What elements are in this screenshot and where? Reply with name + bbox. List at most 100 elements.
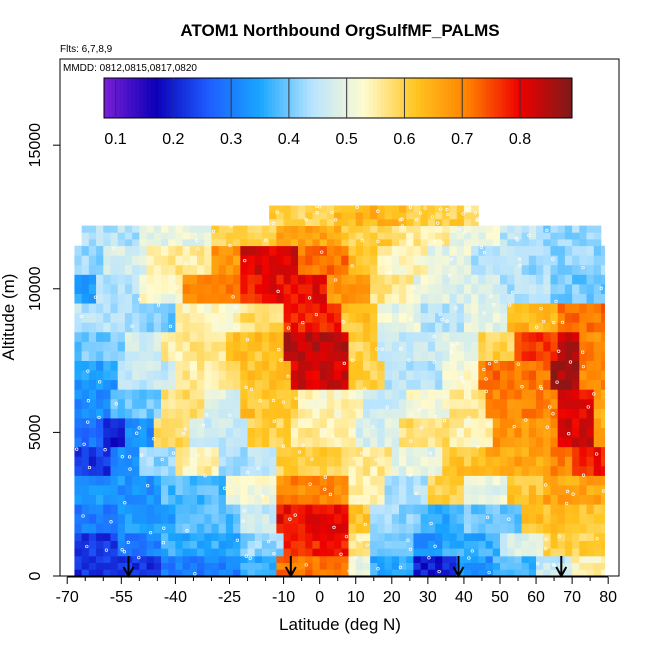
heatmap-cell — [182, 232, 191, 240]
heatmap-cell — [269, 283, 277, 294]
heatmap-cell — [276, 331, 284, 342]
heatmap-cell — [348, 205, 357, 213]
heatmap-cell — [593, 494, 602, 505]
colorbar-swatch — [139, 78, 144, 118]
heatmap-cell — [579, 322, 587, 333]
heatmap-cell — [348, 274, 357, 285]
sample-point — [565, 489, 570, 494]
heatmap-cell — [370, 245, 378, 256]
heatmap-cell — [146, 408, 155, 419]
heatmap-cell — [312, 494, 321, 505]
heatmap-cell — [283, 446, 292, 457]
heatmap-cell — [463, 225, 472, 233]
heatmap-cell — [456, 212, 465, 220]
heatmap-cell — [261, 360, 270, 371]
sample-point — [388, 270, 392, 275]
heatmap-cell — [370, 293, 378, 304]
heatmap-cell — [204, 370, 212, 381]
heatmap-cell — [103, 475, 111, 486]
heatmap-cell — [463, 446, 472, 457]
heatmap-cell — [269, 370, 277, 381]
heatmap-cell — [110, 274, 119, 285]
sample-point — [557, 349, 561, 353]
heatmap-cell — [240, 360, 248, 371]
heatmap-cell — [225, 274, 234, 285]
heatmap-cell — [586, 540, 595, 549]
heatmap-cell — [362, 427, 371, 438]
heatmap-cell — [420, 523, 429, 534]
sample-point — [275, 210, 279, 214]
heatmap-cell — [449, 312, 458, 323]
heatmap-cell — [81, 238, 90, 247]
heatmap-cell — [391, 212, 400, 220]
heatmap-cell — [391, 532, 400, 541]
heatmap-cell — [189, 485, 198, 496]
heatmap-cell — [146, 494, 155, 505]
heatmap-cell — [124, 351, 133, 361]
heatmap-cell — [269, 398, 277, 409]
heatmap-cell — [427, 569, 436, 576]
heatmap-cell — [449, 465, 458, 476]
heatmap-cell — [507, 532, 515, 541]
heatmap-cell — [103, 562, 111, 570]
sample-point — [586, 405, 590, 409]
heatmap-cell — [96, 548, 104, 557]
heatmap-cell — [204, 232, 212, 240]
heatmap-cell — [290, 331, 299, 342]
heatmap-cell — [197, 322, 205, 333]
heatmap-cell — [463, 331, 472, 342]
heatmap-cell — [478, 437, 486, 448]
heatmap-cell — [254, 523, 263, 534]
heatmap-cell — [384, 504, 393, 515]
heatmap-cell — [341, 379, 349, 390]
heatmap-cell — [103, 494, 111, 505]
sample-point — [542, 319, 546, 324]
heatmap-cell — [435, 225, 443, 233]
heatmap-cell — [449, 212, 458, 220]
heatmap-cell — [377, 398, 385, 409]
sample-point — [339, 552, 343, 556]
heatmap-cell — [341, 485, 349, 496]
heatmap-cell — [189, 523, 198, 534]
heatmap-cell — [189, 255, 198, 266]
heatmap-cell — [276, 341, 284, 352]
heatmap-cell — [478, 389, 486, 400]
heatmap-cell — [240, 341, 248, 352]
heatmap-cell — [117, 238, 126, 247]
heatmap-cell — [499, 562, 508, 570]
heatmap-cell — [233, 351, 241, 361]
heatmap-cell — [564, 341, 573, 352]
sample-point — [185, 247, 189, 251]
heatmap-cell — [427, 389, 436, 400]
heatmap-cell — [189, 465, 198, 476]
heatmap-cell — [449, 398, 458, 409]
heatmap-cell — [449, 264, 458, 275]
heatmap-cell — [391, 504, 400, 515]
sample-point — [342, 361, 346, 366]
heatmap-cell — [492, 341, 501, 352]
heatmap-cell — [377, 218, 385, 226]
heatmap-cell — [564, 569, 573, 576]
heatmap-cell — [290, 456, 299, 467]
heatmap-cell — [413, 238, 422, 247]
heatmap-cell — [168, 312, 176, 323]
heatmap-cell — [283, 485, 292, 496]
heatmap-cell — [485, 255, 494, 266]
heatmap-cell — [391, 548, 400, 557]
heatmap-cell — [146, 232, 155, 240]
heatmap-cell — [168, 427, 176, 438]
heatmap-cell — [579, 562, 587, 570]
colorbar-swatch — [291, 78, 296, 118]
heatmap-cell — [435, 351, 443, 361]
heatmap-cell — [499, 255, 508, 266]
heatmap-cell — [197, 370, 205, 381]
heatmap-cell — [413, 370, 422, 381]
colorbar-swatch — [209, 78, 214, 118]
colorbar-tick-label: 0.1 — [104, 131, 126, 148]
heatmap-cell — [247, 562, 256, 570]
heatmap-cell — [74, 494, 83, 505]
heatmap-cell — [449, 370, 458, 381]
heatmap-cell — [471, 264, 479, 275]
heatmap-cell — [175, 225, 184, 233]
heatmap-cell — [406, 232, 414, 240]
